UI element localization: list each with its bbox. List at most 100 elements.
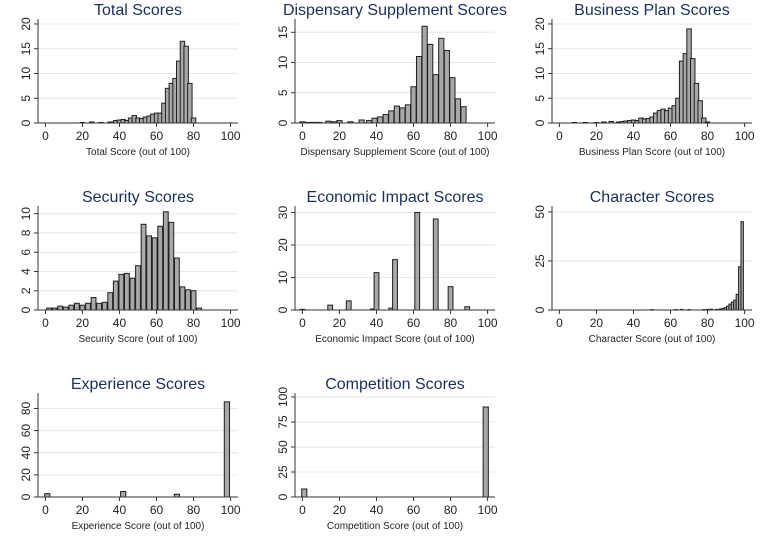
chart-0-bar [187,82,193,124]
chart-6-x-tick-label: 80 [187,503,201,517]
chart-1-bar [410,86,417,124]
chart-3-bar [168,221,175,311]
chart-1-x-tick-label: 100 [478,129,498,143]
chart-4-x-tick-label: 40 [370,316,384,330]
chart-1-y-tick-label: 15 [276,25,290,39]
chart-4-bar [414,212,421,311]
chart-1-bar [415,55,423,124]
chart-5-y-tick-label: 0 [533,306,547,313]
chart-6-x-tick-label: 20 [76,503,90,517]
chart-4-bar [432,218,439,311]
chart-5-x-tick-label: 0 [556,316,563,330]
chart-0-y-tick-label: 5 [19,95,33,102]
chart-3-y-tick-label: 2 [19,287,33,294]
chart-3-bar [190,290,197,311]
chart-3-x-tick-label: 60 [150,316,164,330]
chart-3-title: Security Scores [82,189,194,206]
chart-3-bar [146,235,153,311]
chart-1-bar [399,107,406,124]
chart-1-y-tick-label: 10 [276,56,290,70]
chart-4-bar [447,286,454,311]
chart-3-y-tick-label: 0 [19,306,33,313]
chart-4-bar [327,304,334,311]
chart-0-y-tick-label: 0 [19,119,33,126]
chart-1-y-tick-label: 5 [276,89,290,96]
chart-1-x-tick-label: 80 [444,129,458,143]
chart-6-y-tick-label: 0 [19,493,33,500]
chart-6-x-tick-label: 40 [113,503,127,517]
chart-1-bar [382,114,389,124]
chart-1-title: Dispensary Supplement Scores [283,2,507,19]
chart-0-y-tick-label: 10 [19,66,33,80]
chart-7-x-tick-label: 100 [478,503,498,517]
chart-1-bar [371,117,378,124]
chart-5-y-tick-label: 50 [533,205,547,219]
chart-0-bar [190,117,197,124]
chart-1-bar [460,106,467,124]
chart-7-y-tick-label: 75 [276,415,290,429]
chart-3-x-tick-label: 100 [221,316,241,330]
chart-7-x-tick-label: 60 [407,503,421,517]
chart-4-y-tick-label: 10 [276,271,290,285]
chart-1-bar [388,110,395,124]
chart-7-title: Competition Scores [325,376,465,393]
chart-4-bar [392,259,398,311]
chart-3-bar [118,273,125,311]
chart-6-y-tick-label: 60 [19,424,33,438]
chart-3-x-tick-label: 40 [113,316,127,330]
chart-3-bar [68,304,75,311]
chart-3-bar [79,304,86,311]
chart-7-panel: Competition Scores 0 20 40 60 80 100 0 25 50 75 100… [276,376,498,532]
chart-4-y-tick-label: 0 [276,306,290,313]
chart-3-bar [85,302,91,311]
chart-7-x-tick-label: 40 [370,503,384,517]
chart-1-bar [438,37,445,124]
chart-3-y-tick-label: 6 [19,249,33,256]
chart-3-bar [123,272,130,311]
chart-0-x-tick-label: 20 [76,129,90,143]
chart-4-bar [373,272,380,311]
chart-3-panel: Security Scores 0 20 40 60 80 100 0 2 4 6 8 10 Securi… [19,189,241,345]
chart-1-bar [393,105,400,124]
chart-1-x-tick-label: 60 [407,129,421,143]
chart-1-bar [427,43,434,124]
chart-4-y-tick-label: 30 [276,206,290,220]
chart-1-bar [421,25,428,124]
chart-2-x-tick-label: 100 [735,129,755,143]
chart-3-x-tick-label: 0 [42,316,49,330]
chart-4-x-axis-title: Economic Impact Score (out of 100) [315,334,475,345]
chart-7-y-tick-label: 25 [276,465,290,479]
chart-2-x-tick-label: 80 [701,129,715,143]
chart-1-bar [443,49,450,124]
chart-5-x-tick-label: 20 [590,316,604,330]
chart-1-x-tick-label: 0 [299,129,306,143]
chart-3-y-tick-label: 4 [19,268,33,275]
chart-3-x-tick-label: 80 [187,316,201,330]
chart-2-x-axis-title: Business Plan Score (out of 100) [579,147,725,158]
chart-0-y-tick-label: 20 [19,17,33,31]
chart-7-y-tick-label: 100 [276,387,290,407]
chart-1-bar [432,74,439,124]
chart-6-y-tick-label: 40 [19,446,33,460]
chart-3-bar [151,237,158,311]
chart-1-x-axis-title: Dispensary Supplement Score (out of 100) [301,147,490,158]
chart-1-bar [449,77,456,124]
chart-6-x-tick-label: 0 [42,503,49,517]
chart-6-x-tick-label: 100 [221,503,241,517]
chart-5-title: Character Scores [590,189,715,206]
chart-4-x-tick-label: 80 [444,316,458,330]
chart-0-y-tick-label: 15 [19,42,33,56]
chart-2-x-tick-label: 0 [556,129,563,143]
chart-0-x-tick-label: 40 [113,129,127,143]
chart-3-bar [179,286,186,311]
chart-7-y-tick-label: 50 [276,440,290,454]
chart-3-bar [112,280,119,311]
chart-7-x-tick-label: 20 [333,503,347,517]
chart-7-bar [482,406,489,498]
chart-5-x-tick-label: 40 [627,316,641,330]
chart-2-y-tick-label: 5 [533,95,547,102]
chart-6-panel: Experience Scores 0 20 40 60 80 100 0 20 40 60 80 Ex… [19,376,241,532]
chart-3-x-axis-title: Security Score (out of 100) [79,334,198,345]
